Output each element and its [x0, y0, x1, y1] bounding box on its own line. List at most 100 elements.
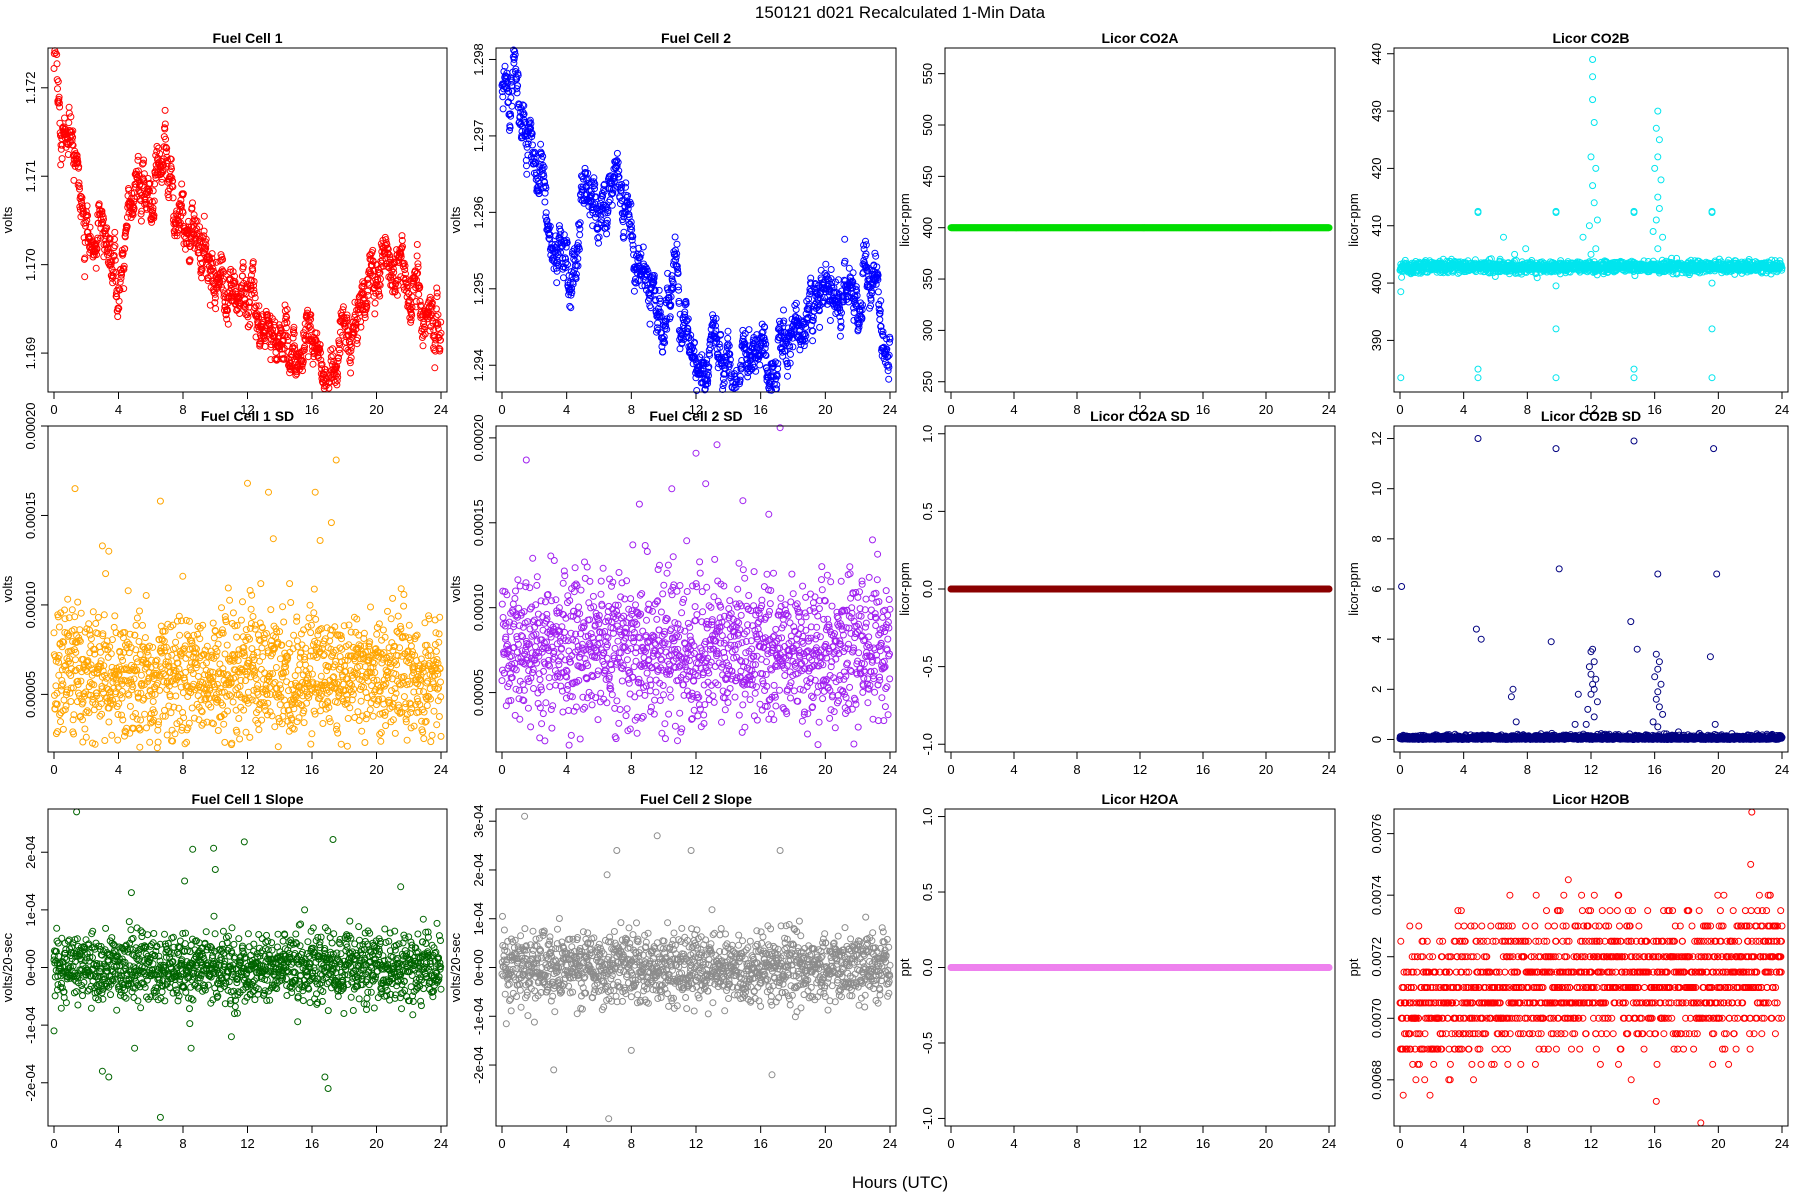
data-point	[167, 173, 175, 181]
data-point	[250, 286, 258, 294]
data-point	[251, 294, 259, 302]
data-point	[874, 288, 882, 296]
data-point	[163, 153, 171, 161]
data-point	[65, 103, 73, 111]
plot-frame	[47, 47, 448, 393]
data-point	[109, 272, 117, 280]
data-point	[111, 228, 119, 236]
data-point	[560, 274, 567, 282]
data-point	[150, 211, 158, 219]
data-point	[200, 212, 208, 220]
data-point	[81, 273, 89, 281]
data-point	[107, 261, 115, 269]
data-point	[69, 127, 77, 135]
data-point	[168, 182, 176, 190]
data-point	[603, 230, 611, 238]
panel-fc2: Fuel Cell 20 4 8 12 16 20 241.2941.2951.2961.2…	[448, 30, 897, 417]
data-point	[167, 155, 175, 163]
data-point	[103, 224, 111, 232]
y-tick-label: 1.298	[471, 43, 486, 76]
data-point	[53, 60, 61, 68]
data-point	[247, 271, 255, 279]
data-point	[81, 254, 89, 262]
data-point	[189, 199, 196, 207]
x-tick-label: 4	[115, 402, 122, 417]
x-tick-label: 20	[369, 402, 383, 417]
data-point	[252, 302, 260, 310]
y-tick-label: 400	[920, 217, 935, 239]
data-point	[165, 194, 173, 202]
y-tick-label: 300	[920, 320, 935, 342]
data-point	[137, 210, 145, 218]
data-point	[93, 245, 101, 253]
data-point	[86, 223, 94, 231]
x-tick-label: 24	[883, 402, 897, 417]
data-point	[239, 258, 247, 266]
x-tick-label: 8	[628, 402, 635, 417]
x-tick-label: 0	[50, 402, 57, 417]
data-point	[246, 299, 253, 307]
data-point	[102, 225, 110, 233]
data-point	[52, 49, 60, 57]
data-point	[198, 265, 206, 273]
x-tick-label: 8	[1073, 402, 1080, 417]
data-point	[231, 278, 239, 286]
data-point	[784, 372, 791, 380]
data-point	[73, 151, 81, 159]
data-point	[211, 294, 219, 302]
data-point	[121, 245, 129, 253]
data-point	[94, 234, 102, 242]
data-point	[822, 260, 830, 268]
y-tick-label: 1.170	[23, 248, 38, 281]
data-point	[67, 113, 75, 121]
data-point	[164, 191, 172, 199]
data-point	[169, 194, 177, 202]
data-point	[219, 256, 227, 263]
data-point	[239, 263, 247, 271]
data-point	[841, 235, 849, 243]
data-point	[630, 287, 638, 295]
data-point	[745, 326, 753, 334]
data-point	[100, 253, 108, 261]
data-point	[102, 240, 110, 248]
data-point	[121, 233, 129, 241]
data-point	[224, 307, 231, 314]
figure-suptitle: 150121 d021 Recalculated 1-Min Data	[755, 3, 1046, 22]
data-point	[836, 332, 844, 340]
data-point	[142, 200, 150, 208]
y-axis-label: licor-ppm	[897, 193, 912, 246]
data-point	[196, 223, 203, 231]
data-point	[816, 323, 824, 331]
points-fc1	[50, 47, 445, 393]
data-point	[56, 103, 64, 111]
x-tick-label: 16	[305, 402, 319, 417]
data-point	[523, 170, 531, 178]
data-point	[158, 175, 166, 183]
data-point	[179, 209, 187, 217]
data-point	[202, 235, 210, 243]
points-fc2	[498, 46, 894, 394]
data-point	[105, 239, 113, 247]
data-point	[780, 306, 787, 314]
data-point	[413, 241, 421, 248]
data-point	[542, 209, 550, 217]
data-point	[68, 141, 76, 149]
data-point	[168, 174, 176, 182]
data-point	[249, 267, 257, 275]
data-point	[150, 197, 158, 205]
data-point	[576, 231, 584, 239]
y-tick-label: 550	[920, 63, 935, 85]
data-point	[134, 152, 142, 160]
data-point	[186, 243, 194, 251]
y-tick-label: 450	[920, 166, 935, 188]
data-point	[117, 274, 125, 282]
data-point	[226, 268, 234, 276]
x-tick-label: 0	[498, 402, 505, 417]
data-point	[137, 197, 145, 205]
data-point	[120, 262, 128, 270]
data-point	[239, 272, 246, 280]
data-point	[671, 233, 679, 241]
y-tick-label: 1.169	[23, 337, 38, 370]
data-point	[65, 119, 73, 127]
